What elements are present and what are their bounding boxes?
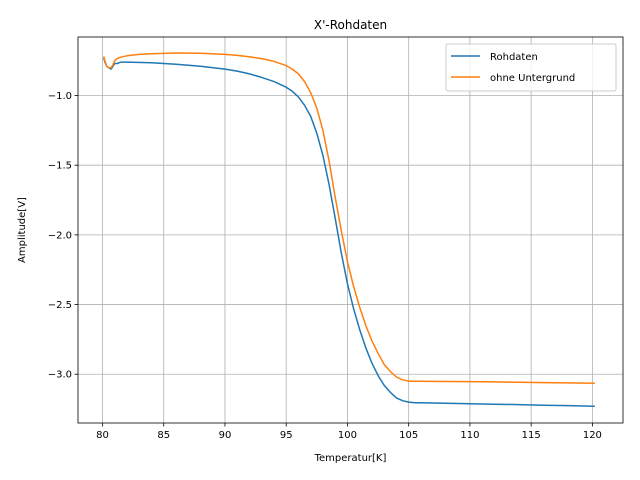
y-tick-label: −2.5: [48, 300, 72, 311]
x-tick-label: 110: [460, 430, 479, 441]
x-axis-label: Temperatur[K]: [314, 453, 387, 464]
series-lines: [102, 52, 595, 408]
x-tick-label: 85: [157, 430, 170, 441]
y-tick-label: −1.0: [48, 91, 72, 102]
series-line-rohdaten: [102, 57, 595, 408]
y-axis-label: Amplitude[V]: [17, 197, 28, 263]
x-tick-label: 115: [522, 430, 541, 441]
y-tick-label: −2.0: [48, 230, 72, 241]
legend-label-ohne-untergrund: ohne Untergrund: [490, 73, 575, 84]
y-tick-label: −1.5: [48, 161, 72, 172]
x-tick-label: 105: [399, 430, 418, 441]
x-tick-label: 90: [219, 430, 232, 441]
y-tick-label: −3.0: [48, 370, 72, 381]
grid: [78, 37, 623, 423]
legend-label-rohdaten: Rohdaten: [490, 52, 538, 63]
ticks: 80 85 90 95 100 105 110 115 120 −3.0 −2.5 −2.0 −1.5 −…: [48, 91, 602, 441]
x-tick-label: 80: [96, 430, 109, 441]
series-line-ohne-untergrund: [102, 52, 595, 385]
x-tick-label: 95: [280, 430, 293, 441]
legend: Rohdaten ohne Untergrund: [445, 43, 617, 92]
x-tick-label: 120: [583, 430, 602, 441]
legend-box: [445, 43, 617, 92]
plot-frame: [77, 36, 624, 424]
x-tick-label: 100: [338, 430, 357, 441]
chart-title: X'-Rohdaten: [314, 18, 387, 32]
